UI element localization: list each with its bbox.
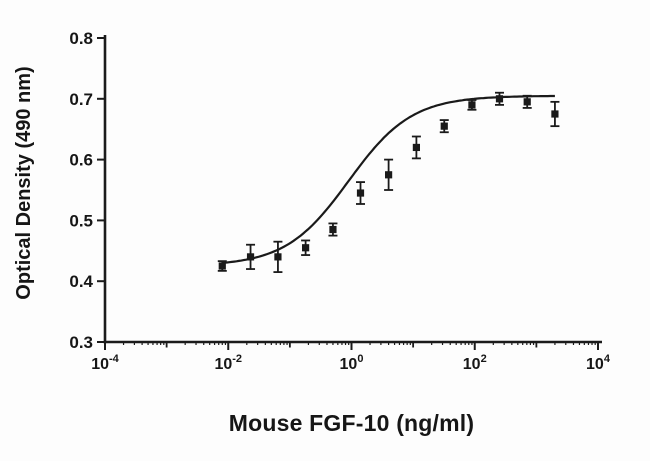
data-point: [440, 122, 448, 130]
data-point: [274, 253, 282, 261]
y-tick-label: 0.5: [69, 211, 93, 230]
y-axis-label: Optical Density (490 nm): [13, 66, 35, 300]
x-tick-label: 100: [340, 353, 364, 373]
data-point: [302, 244, 310, 252]
x-tick-label: 10-4: [91, 353, 119, 373]
y-tick-label: 0.3: [69, 333, 93, 352]
data-point: [246, 253, 255, 261]
x-tick-label: 104: [586, 353, 611, 373]
y-tick-label: 0.4: [69, 272, 93, 291]
x-tick-label: 102: [463, 353, 487, 373]
y-tick-label: 0.8: [69, 29, 93, 48]
data-point: [468, 101, 476, 109]
data-point: [329, 225, 337, 234]
x-tick-label: 10-2: [214, 353, 242, 373]
data-point: [412, 143, 420, 152]
data-point: [385, 171, 393, 179]
y-tick-label: 0.7: [69, 90, 93, 109]
data-point: [523, 98, 531, 106]
data-point: [218, 262, 226, 270]
x-axis-label: Mouse FGF-10 (ng/ml): [228, 410, 475, 436]
data-point: [356, 189, 365, 197]
data-point: [495, 95, 504, 103]
data-point: [551, 110, 559, 118]
y-tick-label: 0.6: [69, 151, 93, 170]
